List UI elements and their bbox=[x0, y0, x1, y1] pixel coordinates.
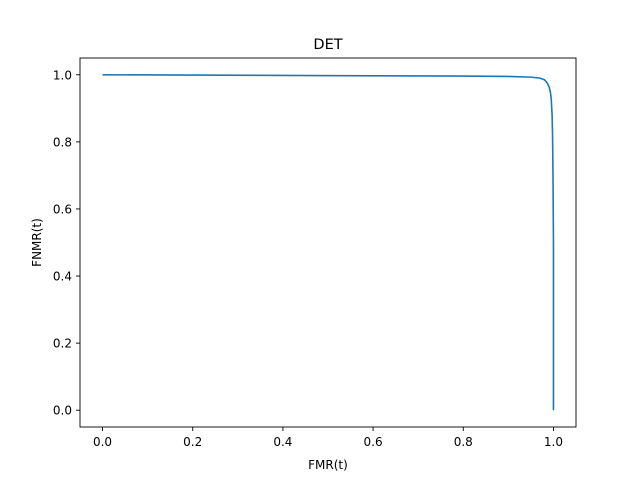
y-tick-label: 0.6 bbox=[53, 202, 72, 216]
y-tick-label: 0.2 bbox=[53, 337, 72, 351]
y-axis-label: FNMR(t) bbox=[30, 218, 44, 267]
x-tick-label: 1.0 bbox=[544, 435, 563, 449]
axes-frame bbox=[79, 57, 577, 428]
y-tick-label: 0.0 bbox=[53, 404, 72, 418]
y-tick-label: 1.0 bbox=[53, 68, 72, 82]
y-tick-label: 0.8 bbox=[53, 135, 72, 149]
chart-title: DET bbox=[313, 37, 342, 53]
series-layer bbox=[102, 73, 555, 411]
y-tick-label: 0.4 bbox=[53, 270, 72, 284]
ticks: 0.0 0.2 0.4 0.6 0.8 1.0 0.0 0.2 0.4 0.6 0.8 1.0 bbox=[53, 68, 563, 449]
det-curve-line bbox=[102, 73, 555, 411]
x-tick-label: 0.0 bbox=[93, 435, 112, 449]
x-tick-label: 0.2 bbox=[183, 435, 202, 449]
x-axis-label: FMR(t) bbox=[308, 458, 348, 472]
x-tick-label: 0.8 bbox=[454, 435, 473, 449]
x-tick-label: 0.4 bbox=[273, 435, 292, 449]
x-tick-label: 0.6 bbox=[364, 435, 383, 449]
